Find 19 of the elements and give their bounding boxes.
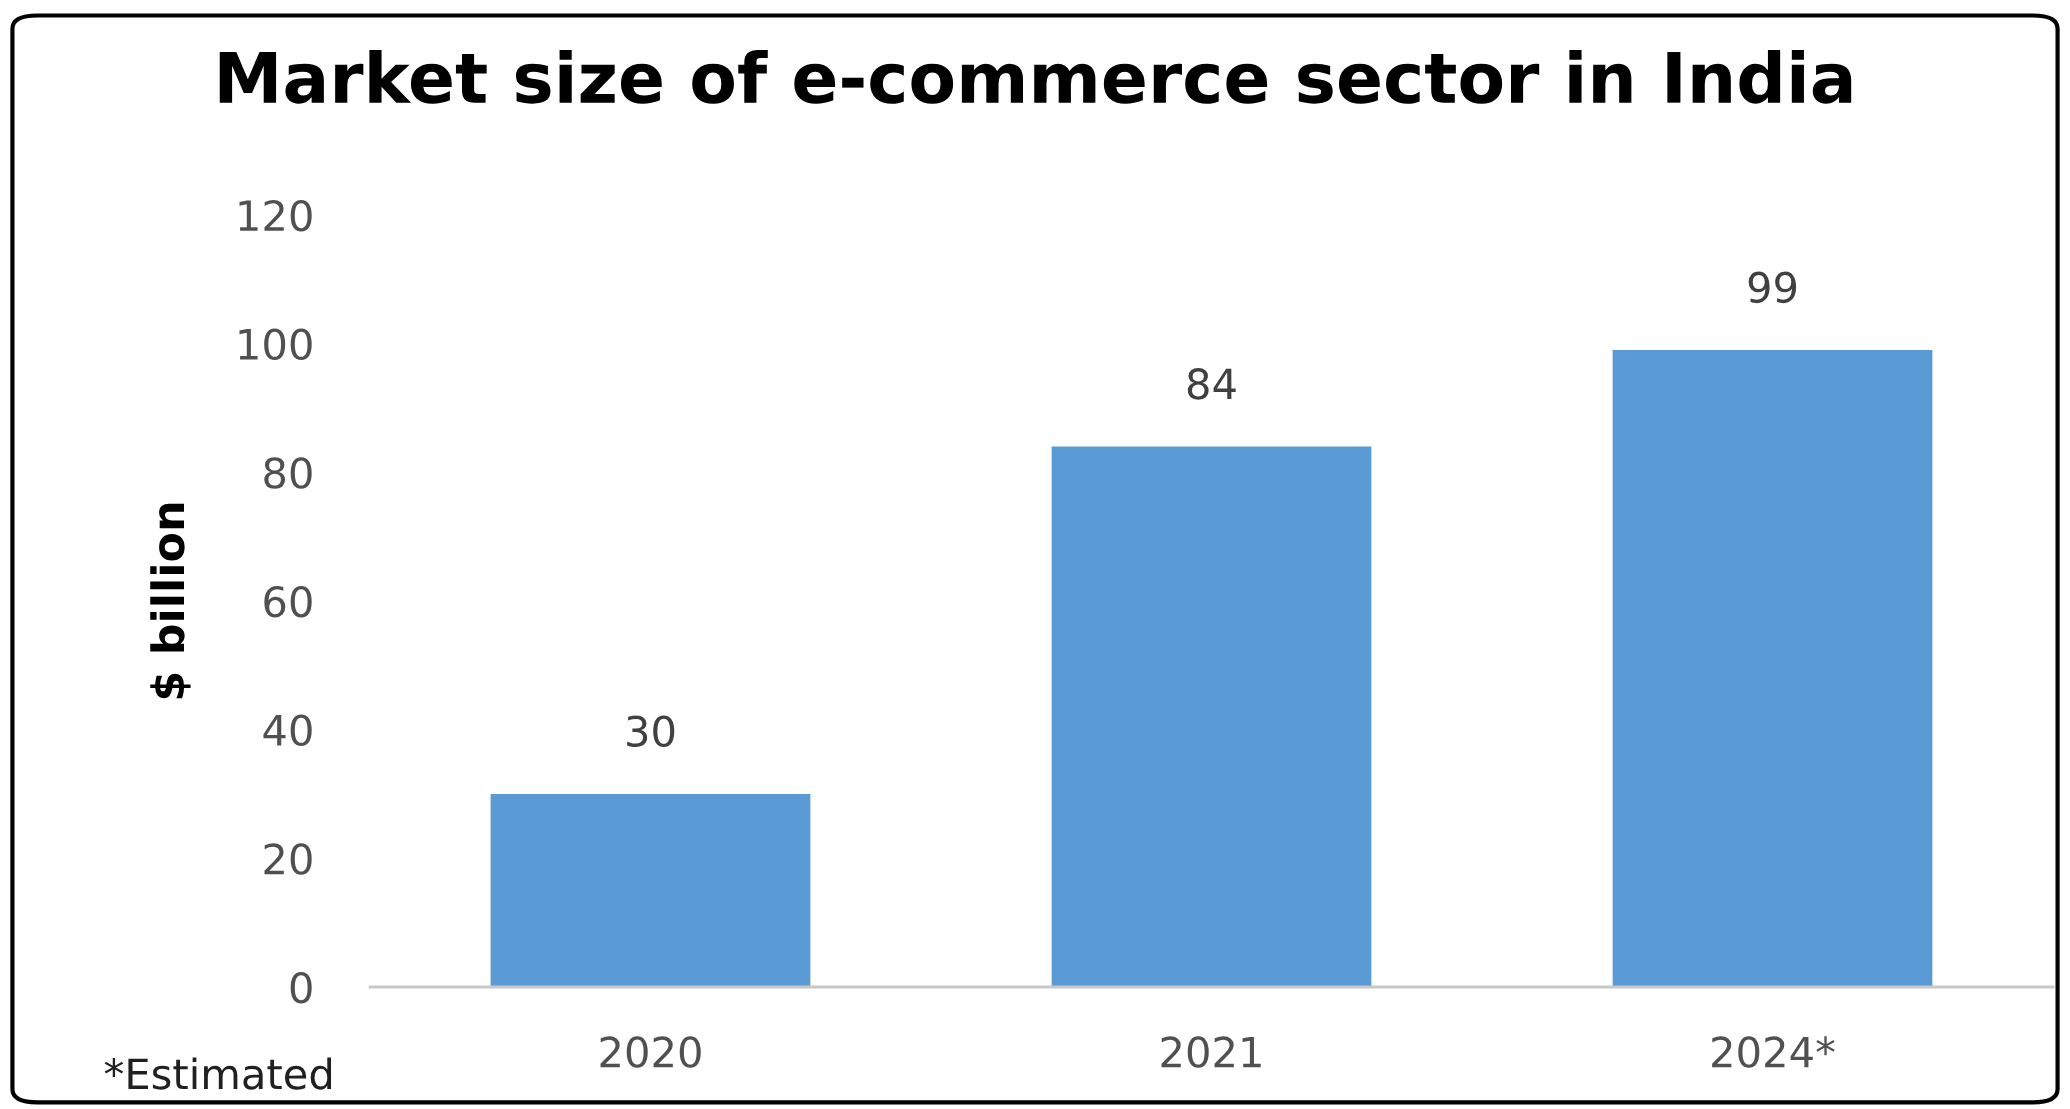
x-tick-label: 2021 (1161, 1036, 1261, 1068)
y-tick-label: 120 (239, 199, 312, 232)
y-tick-label: 60 (264, 585, 312, 618)
bar (1612, 350, 1933, 987)
chart-title: Market size of e-commerce sector in India (219, 49, 1852, 104)
bar (1051, 446, 1372, 987)
text: *Estimated (104, 1057, 332, 1090)
y-tick-label: 80 (264, 457, 312, 489)
x-tick-label: 2020 (600, 1036, 701, 1068)
y-tick-label: 100 (239, 328, 312, 361)
bar (490, 794, 811, 987)
data-label: 99 (1748, 271, 1797, 304)
y-tick-label: 40 (263, 714, 312, 747)
x-tick-label: 2024* (1712, 1036, 1835, 1068)
y-tick-label: 20 (264, 843, 312, 875)
y-tick-label: 0 (290, 971, 312, 1004)
data-label: 30 (627, 715, 675, 748)
y-axis-title: $ billion (150, 503, 191, 699)
data-label: 84 (1187, 368, 1236, 400)
